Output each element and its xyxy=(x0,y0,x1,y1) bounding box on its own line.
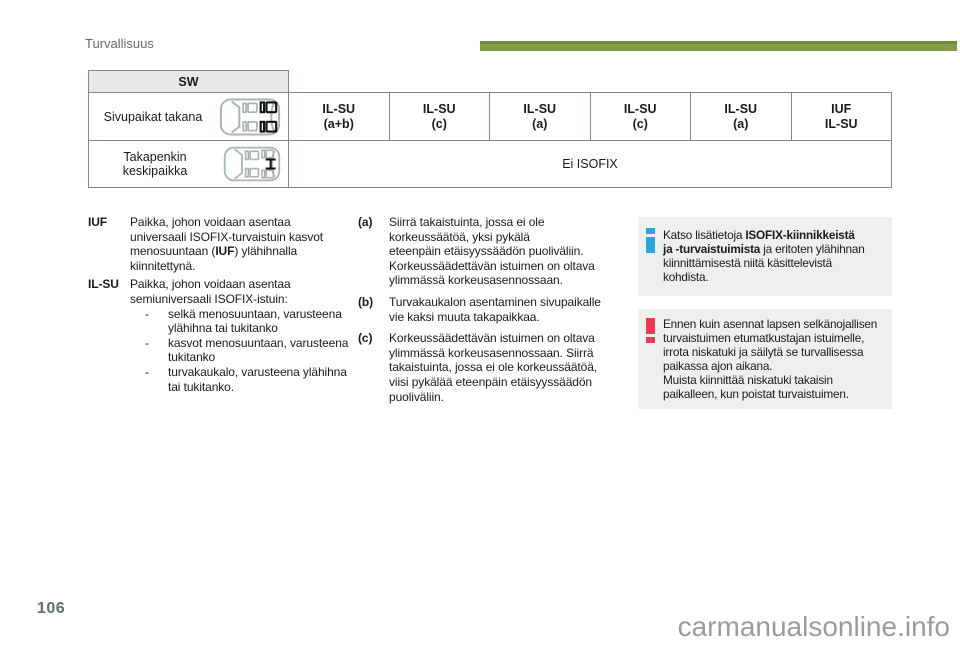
list-dash: - xyxy=(145,306,149,321)
footnotes: (a) Siirrä takaistuinta, jossa ei ole ko… xyxy=(358,215,644,411)
info-box: Katso lisätietoja ISOFIX-kiinnikkeistä j… xyxy=(638,217,892,296)
definition-iuf: IUF Paikka, johon voidaan asentaa univer… xyxy=(88,215,360,273)
table-header-row: SW xyxy=(88,70,892,93)
table-cell: IL-SU (a) xyxy=(489,92,591,141)
info-icon xyxy=(646,228,655,253)
footnote-c: (c) Korkeussäädettävän istuimen on oltav… xyxy=(358,331,644,404)
definition-text: Paikka, johon voidaan asentaa semiuniver… xyxy=(130,277,360,394)
definition-term: IUF xyxy=(88,215,108,229)
footnote-text: Siirrä takaistuinta, jossa ei ole korkeu… xyxy=(389,215,595,288)
footnote-label: (c) xyxy=(358,331,373,346)
table-cell: IL-SU (c) xyxy=(388,92,490,141)
no-isofix-cell: Ei ISOFIX xyxy=(288,140,892,188)
header-empty-area xyxy=(289,71,892,93)
row-label-cell: Sivupaikat takana xyxy=(88,92,289,141)
definition-term: IL-SU xyxy=(88,277,119,292)
list-item: - kasvot menosuuntaan, varusteena tukita… xyxy=(145,335,349,365)
table-cell: IUF IL-SU xyxy=(790,92,892,141)
definition-ilsu: IL-SU Paikka, johon voidaan asentaa semi… xyxy=(88,277,360,394)
table-cell: IL-SU (c) xyxy=(589,92,691,141)
info-box-text: Katso lisätietoja ISOFIX-kiinnikkeistä j… xyxy=(663,228,865,284)
footnote-label: (a) xyxy=(358,215,373,229)
list-dash: - xyxy=(145,335,149,350)
table-row-side-seats: Sivupaikat takana xyxy=(88,92,892,141)
table-row-center-seat: Takapenkin keskipaikka xyxy=(88,140,892,188)
footnote-text: Turvakaukalon asentaminen sivupaikalle v… xyxy=(389,294,601,324)
section-title: Turvallisuus xyxy=(85,36,154,51)
row-label: Sivupaikat takana xyxy=(103,109,203,124)
isofix-positions-table: SW Sivupaikat takana xyxy=(88,70,892,188)
warning-icon xyxy=(646,318,655,343)
body-style-header-cell: SW xyxy=(88,70,289,93)
row-label-cell: Takapenkin keskipaikka xyxy=(88,140,289,188)
footnote-text: Korkeussäädettävän istuimen on oltava yl… xyxy=(389,331,598,404)
footnote-b: (b) Turvakaukalon asentaminen sivupaikal… xyxy=(358,295,644,324)
warning-box: Ennen kuin asennat lapsen selkänojallise… xyxy=(638,309,892,409)
list-item: - turvakaukalo, varusteena ylähihna tai … xyxy=(145,364,347,394)
code-definitions: IUF Paikka, johon voidaan asentaa univer… xyxy=(88,215,360,398)
table-cell: IL-SU (a) xyxy=(690,92,792,141)
car-rear-side-seats-icon xyxy=(217,95,283,139)
row-label: Takapenkin keskipaikka xyxy=(122,150,188,178)
warning-box-text: Ennen kuin asennat lapsen selkänojallise… xyxy=(663,317,878,401)
footnote-label: (b) xyxy=(358,294,374,309)
table-cell: IL-SU (a+b) xyxy=(288,92,390,141)
page-number: 106 xyxy=(37,600,66,617)
list-dash: - xyxy=(145,364,149,379)
accent-bar xyxy=(480,41,957,51)
car-rear-center-seat-icon xyxy=(221,144,283,184)
definition-text: Paikka, johon voidaan asentaa universaal… xyxy=(130,215,324,273)
list-item: - selkä menosuuntaan, varusteena ylähihn… xyxy=(145,306,342,336)
footnote-a: (a) Siirrä takaistuinta, jossa ei ole ko… xyxy=(358,215,644,288)
watermark: carmanualsonline.info xyxy=(677,611,950,642)
definition-intro: Paikka, johon voidaan asentaa semiuniver… xyxy=(130,277,291,306)
side-boxes: Katso lisätietoja ISOFIX-kiinnikkeistä j… xyxy=(638,217,892,422)
